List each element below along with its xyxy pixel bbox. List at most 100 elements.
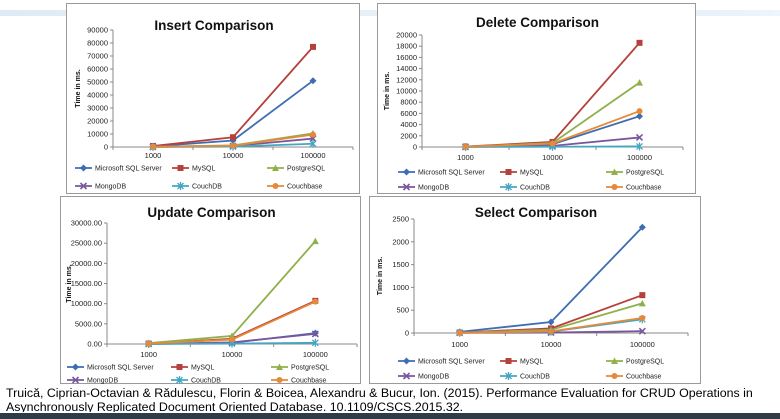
insert-comparison-chart: Insert Comparison Time in ms. 0 10000 20000 3… [66, 3, 360, 194]
legend-marker [403, 357, 410, 365]
data-point [635, 133, 644, 142]
legend-item: Couchbase [606, 184, 662, 192]
data-point [150, 143, 156, 150]
legend-item: Couchbase [606, 373, 662, 381]
select-chart-svg: Select Comparison Time in ms. 0 500 1000 1500… [377, 205, 689, 381]
legend-label: CouchDB [192, 184, 222, 191]
delete-chart-svg: Delete Comparison Time in ms. 0 2000 4000 600… [384, 15, 684, 192]
delete-comparison-chart: Delete Comparison Time in ms. 0 2000 4000 600… [377, 3, 696, 194]
data-point [309, 139, 317, 148]
legend-marker [276, 377, 283, 383]
data-point [639, 292, 646, 299]
series-line [148, 240, 317, 345]
y-axis-label: Time in ms. [384, 72, 391, 110]
y-tick-label: 60000 [87, 65, 108, 74]
data-point [312, 298, 319, 305]
y-axis-label: Time in ms. [377, 257, 384, 295]
data-point [229, 336, 235, 343]
x-tick-label: 1000 [140, 350, 157, 359]
chart-title: Select Comparison [475, 205, 597, 220]
data-point [230, 142, 236, 149]
y-tick-label: 90000 [87, 26, 108, 35]
data-point [311, 330, 319, 338]
data-point [311, 338, 319, 347]
legend-marker [505, 169, 512, 175]
x-tick-label: 100000 [627, 153, 652, 162]
legend-label: MongoDB [87, 378, 118, 385]
series-1 [462, 39, 643, 150]
legend-label: PostgreSQL [626, 170, 664, 177]
data-point [145, 340, 152, 347]
legend-label: CouchDB [520, 374, 550, 381]
y-tick-label: 0 [104, 143, 108, 152]
legend-item: Microsoft SQL Server [75, 164, 162, 173]
legend-item: MySQL [500, 169, 543, 177]
y-tick-label: 25000.00 [71, 239, 102, 248]
legend-marker [402, 372, 411, 380]
y-tick-label: 14000 [396, 64, 417, 73]
x-tick-label: 1000 [451, 340, 468, 349]
legend-label: MySQL [191, 365, 214, 372]
chart-title: Insert Comparison [154, 18, 273, 33]
legend-label: PostgreSQL [626, 359, 664, 366]
legend-marker [505, 358, 512, 364]
legend-label: MySQL [520, 170, 543, 177]
y-tick-label: 70000 [87, 52, 108, 61]
legend-label: Couchbase [626, 185, 662, 192]
legend-item: Microsoft SQL Server [67, 363, 154, 372]
x-tick-label: 1000 [145, 151, 162, 160]
y-tick-label: 18000 [396, 42, 417, 51]
series-0 [456, 223, 646, 336]
update-comparison-chart: Update Comparison Time in ms. 0.00 5000.00 1… [60, 196, 361, 385]
data-point [310, 131, 316, 138]
legend-marker [505, 372, 512, 380]
series-line [459, 226, 643, 333]
y-tick-label: 12000 [396, 75, 417, 84]
data-point [311, 237, 319, 245]
x-tick-label: 10000 [222, 350, 243, 359]
y-tick-label: 16000 [396, 53, 417, 62]
data-point [638, 327, 646, 335]
y-tick-label: 10000.00 [71, 299, 102, 308]
legend-label: MongoDB [95, 184, 126, 191]
data-point [636, 79, 643, 86]
legend-item: Couchbase [271, 377, 327, 385]
legend-marker [403, 168, 410, 176]
series-line [465, 81, 641, 148]
legend-item: Microsoft SQL Server [398, 168, 485, 177]
legend-label: MySQL [520, 359, 543, 366]
y-tick-label: 80000 [87, 39, 108, 48]
x-tick-label: 100000 [303, 350, 328, 359]
y-tick-label: 40000 [87, 91, 108, 100]
legend-item: MongoDB [398, 183, 449, 192]
y-tick-label: 4000 [400, 120, 417, 129]
legend-marker [505, 183, 512, 191]
data-point [639, 314, 646, 321]
legend-item: MySQL [172, 165, 215, 173]
y-axis-label: Time in ms. [66, 264, 73, 302]
data-point [636, 39, 643, 46]
series-line [152, 46, 314, 147]
legend-marker [611, 184, 618, 190]
legend-item: MySQL [171, 364, 214, 372]
caption-line-1: Truică, Ciprian-Octavian & Rădulescu, Fl… [6, 386, 753, 400]
data-point [636, 108, 643, 115]
x-tick-label: 10000 [541, 340, 562, 349]
x-tick-label: 1000 [457, 153, 474, 162]
chart-title: Delete Comparison [476, 15, 599, 30]
legend-marker [272, 183, 279, 189]
legend-label: PostgreSQL [291, 365, 329, 372]
y-tick-label: 50000 [87, 78, 108, 87]
data-point [462, 143, 469, 150]
legend-label: Microsoft SQL Server [418, 170, 485, 177]
legend-label: MongoDB [418, 185, 449, 192]
legend-item: CouchDB [172, 182, 222, 191]
data-point [638, 223, 646, 231]
legend-marker [80, 164, 87, 172]
legend-marker [177, 182, 184, 190]
y-tick-label: 20000.00 [71, 259, 102, 268]
y-tick-label: 2500 [392, 215, 409, 224]
y-tick-label: 30000.00 [71, 219, 102, 228]
legend-marker [276, 363, 283, 370]
citation-caption: Truică, Ciprian-Octavian & Rădulescu, Fl… [6, 386, 776, 412]
